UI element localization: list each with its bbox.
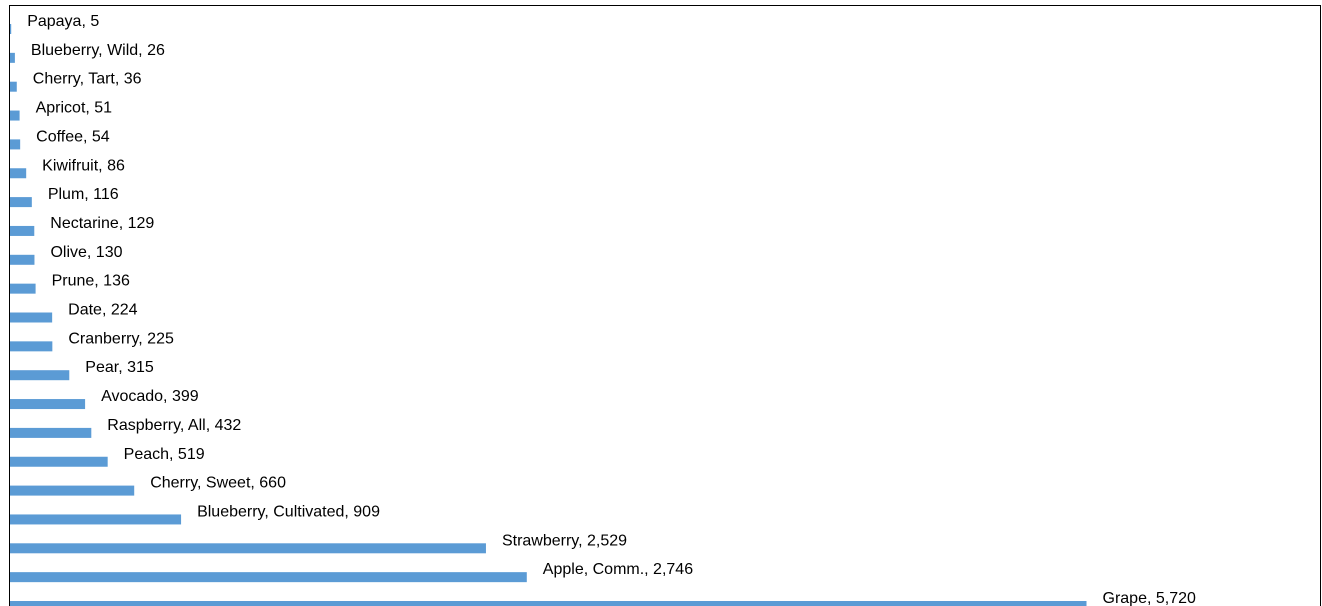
data-label-20: Grape, 5,720 xyxy=(1103,590,1197,606)
data-label-10: Date, 224 xyxy=(68,302,137,319)
bar-8 xyxy=(10,254,35,265)
data-label-5: Kiwifruit, 86 xyxy=(42,157,125,174)
labels-group: Papaya, 5 Blueberry, Wild, 26 Cherry, Tart… xyxy=(27,13,1196,606)
data-label-15: Peach, 519 xyxy=(124,446,205,463)
bar-1 xyxy=(10,52,15,63)
bar-0 xyxy=(10,24,12,34)
data-label-18: Strawberry, 2,529 xyxy=(502,532,627,549)
bar-13 xyxy=(10,399,86,410)
data-label-19: Apple, Comm., 2,746 xyxy=(543,561,693,578)
bar-6 xyxy=(10,197,32,208)
data-label-17: Blueberry, Cultivated, 909 xyxy=(197,503,380,520)
bar-4 xyxy=(10,139,21,150)
plot-frame xyxy=(9,5,1321,606)
data-label-9: Prune, 136 xyxy=(52,273,130,290)
bar-15 xyxy=(10,456,108,467)
bar-12 xyxy=(10,370,70,381)
bar-17 xyxy=(10,514,182,525)
data-label-3: Apricot, 51 xyxy=(36,100,113,117)
bar-3 xyxy=(10,110,20,121)
bar-2 xyxy=(10,81,17,92)
bars-group xyxy=(10,24,1087,606)
data-label-11: Cranberry, 225 xyxy=(68,330,174,347)
bar-20 xyxy=(10,601,1087,606)
data-label-16: Cherry, Sweet, 660 xyxy=(150,475,286,492)
bar-11 xyxy=(10,341,53,352)
data-label-13: Avocado, 399 xyxy=(101,388,199,405)
bar-10 xyxy=(10,312,53,323)
bar-16 xyxy=(10,485,135,496)
data-label-8: Olive, 130 xyxy=(50,244,122,261)
data-label-7: Nectarine, 129 xyxy=(50,215,154,232)
data-label-6: Plum, 116 xyxy=(48,186,119,203)
data-label-1: Blueberry, Wild, 26 xyxy=(31,42,165,59)
data-label-4: Coffee, 54 xyxy=(36,128,110,145)
bar-7 xyxy=(10,225,35,236)
data-label-2: Cherry, Tart, 36 xyxy=(33,71,142,88)
bar-19 xyxy=(10,572,527,583)
data-label-14: Raspberry, All, 432 xyxy=(107,417,241,434)
bar-5 xyxy=(10,168,27,179)
bar-14 xyxy=(10,427,92,438)
data-label-12: Pear, 315 xyxy=(85,359,154,376)
bar-18 xyxy=(10,543,486,554)
bar-9 xyxy=(10,283,36,294)
data-label-0: Papaya, 5 xyxy=(27,13,99,30)
